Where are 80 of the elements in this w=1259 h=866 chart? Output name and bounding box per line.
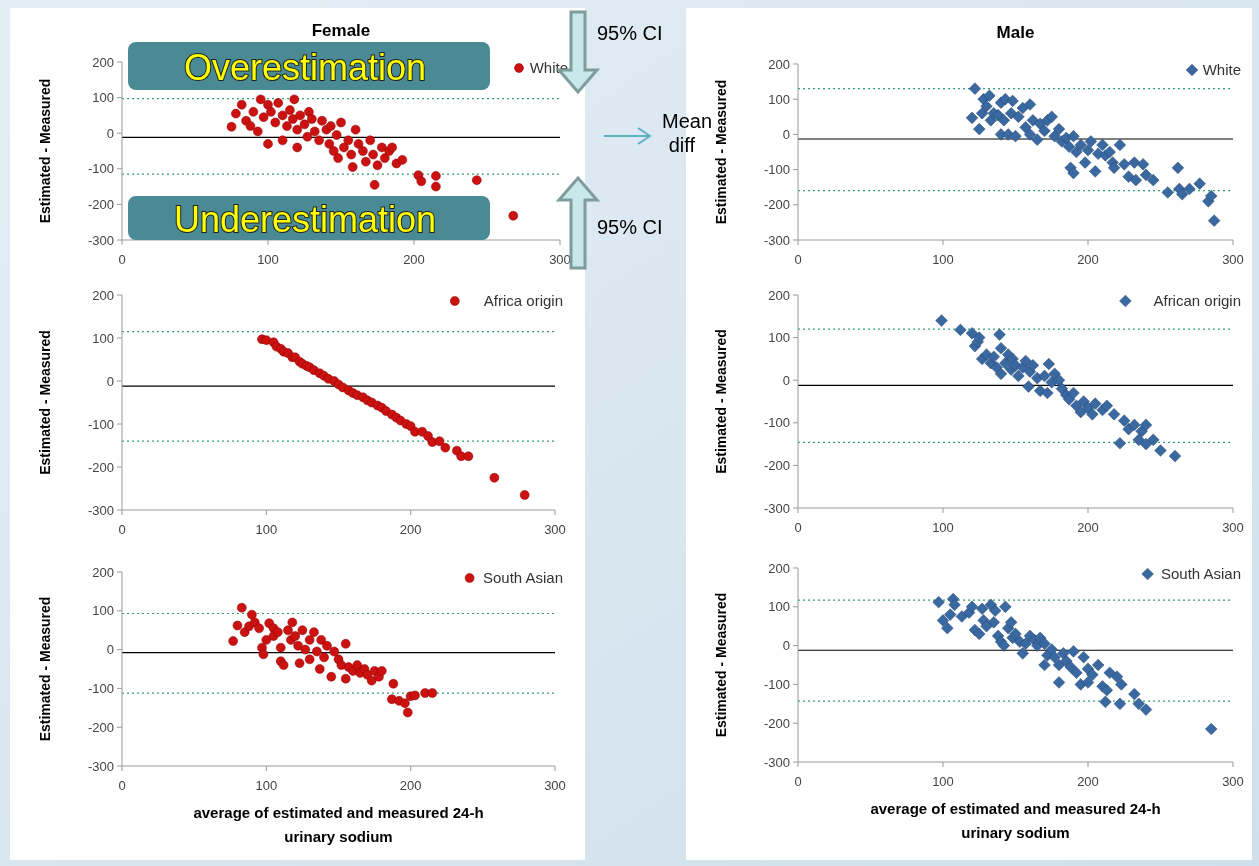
y-tick-label: -100 xyxy=(763,415,790,431)
y-axis-title: Estimated - Measured xyxy=(37,330,53,475)
x-tick-label: 300 xyxy=(1222,520,1244,535)
y-tick-label: 200 xyxy=(92,54,114,70)
x-tick-label: 0 xyxy=(118,522,126,537)
y-tick-label: -200 xyxy=(87,459,114,475)
x-tick-label: 100 xyxy=(255,778,278,793)
text: Mean diff xyxy=(661,110,712,156)
x-tick-label: 0 xyxy=(118,778,126,793)
y-tick-label: 0 xyxy=(782,638,790,654)
x-tick-label: 0 xyxy=(118,252,126,267)
text: 95% CI xyxy=(597,216,663,238)
y-tick-label: -200 xyxy=(763,457,790,473)
y-tick-label: 200 xyxy=(768,56,790,72)
y-tick-label: -200 xyxy=(763,197,790,213)
y-tick-label: 200 xyxy=(768,287,790,303)
y-tick-label: 100 xyxy=(92,603,114,619)
x-axis-title: average of estimated and measured 24-h urinary sodium xyxy=(193,804,484,845)
x-tick-label: 100 xyxy=(932,520,954,535)
legend-label: White xyxy=(1202,61,1241,79)
x-tick-label: 300 xyxy=(1222,252,1244,267)
chart-title: Female xyxy=(311,21,371,40)
y-tick-label: 100 xyxy=(768,599,790,615)
y-tick-label: 100 xyxy=(768,330,790,346)
x-tick-label: 200 xyxy=(403,252,425,267)
y-tick-label: -300 xyxy=(87,502,114,518)
x-tick-label: 300 xyxy=(544,522,566,537)
y-tick-label: -100 xyxy=(763,162,790,178)
y-tick-label: -300 xyxy=(87,232,114,248)
y-tick-label: 200 xyxy=(92,287,114,303)
y-tick-label: 0 xyxy=(106,125,114,141)
y-tick-label: 0 xyxy=(106,373,114,389)
y-tick-label: 0 xyxy=(782,372,790,388)
chart-title: Male xyxy=(996,23,1035,42)
annotation: Underestimation xyxy=(173,199,437,240)
y-tick-label: -100 xyxy=(87,416,114,432)
x-tick-label: 200 xyxy=(1077,774,1099,789)
x-tick-label: 0 xyxy=(794,774,802,789)
text: 95% CI xyxy=(597,22,663,44)
y-tick-label: -300 xyxy=(87,758,114,774)
y-tick-label: 0 xyxy=(782,126,790,142)
y-tick-label: 200 xyxy=(92,564,114,580)
x-tick-label: 200 xyxy=(399,778,422,793)
y-axis-title: Estimated - Measured xyxy=(713,592,729,738)
y-tick-label: 0 xyxy=(106,642,114,658)
legend-label: South Asian xyxy=(1160,565,1241,583)
x-tick-label: 100 xyxy=(257,252,279,267)
x-tick-label: 100 xyxy=(932,774,954,789)
x-tick-label: 300 xyxy=(544,778,566,793)
annotation: Overestimation xyxy=(183,47,427,88)
y-tick-label: 100 xyxy=(92,330,114,346)
x-axis-title: average of estimated and measured 24-h urinary sodium xyxy=(870,800,1161,841)
y-axis-title: Estimated - Measured xyxy=(713,79,729,225)
y-tick-label: -200 xyxy=(87,196,114,212)
x-tick-label: 200 xyxy=(1077,520,1099,535)
y-tick-label: -200 xyxy=(87,719,114,735)
x-tick-label: 200 xyxy=(399,522,422,537)
y-axis-title: Estimated - Measured xyxy=(37,78,53,224)
y-tick-label: 100 xyxy=(92,90,114,106)
y-tick-label: -100 xyxy=(763,676,790,692)
y-tick-label: -200 xyxy=(763,715,790,731)
x-tick-label: 0 xyxy=(794,252,802,267)
legend-label: African origin xyxy=(1153,292,1241,310)
y-tick-label: 100 xyxy=(768,91,790,107)
legend-label: Africa origin xyxy=(483,292,563,310)
x-tick-label: 0 xyxy=(794,520,802,535)
x-tick-label: 200 xyxy=(1077,252,1099,267)
y-tick-label: -300 xyxy=(763,232,790,248)
y-axis-title: Estimated - Measured xyxy=(713,329,729,474)
y-tick-label: 200 xyxy=(768,560,790,576)
legend-label: South Asian xyxy=(482,569,563,587)
x-tick-label: 300 xyxy=(549,252,571,267)
y-tick-label: -300 xyxy=(763,500,790,516)
y-tick-label: -100 xyxy=(87,680,114,696)
x-tick-label: 100 xyxy=(255,522,278,537)
y-tick-label: -100 xyxy=(87,161,114,177)
y-tick-label: -300 xyxy=(763,754,790,770)
x-tick-label: 300 xyxy=(1222,774,1244,789)
x-tick-label: 100 xyxy=(932,252,954,267)
y-axis-title: Estimated - Measured xyxy=(37,596,53,742)
